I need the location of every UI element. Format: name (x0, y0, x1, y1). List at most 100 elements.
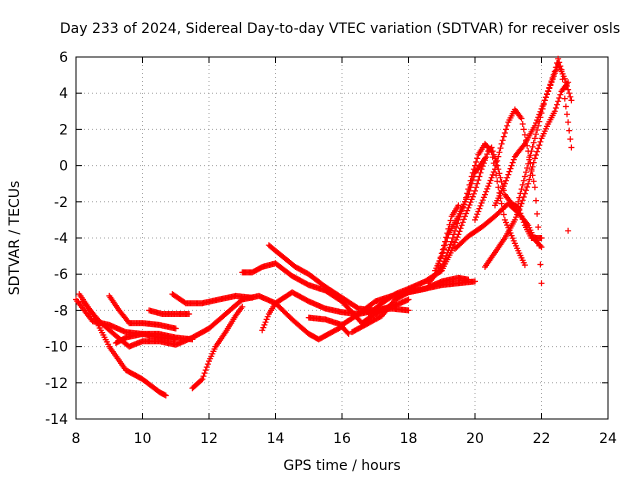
data-point (562, 103, 569, 110)
series-track-4 (106, 292, 179, 332)
data-point (444, 230, 451, 237)
data-point (462, 213, 468, 220)
data-point (465, 191, 472, 198)
data-point (479, 197, 486, 204)
x-tick-label: 8 (72, 431, 81, 447)
data-point (537, 114, 544, 121)
data-point (552, 105, 559, 111)
data-point (467, 199, 474, 206)
data-point (518, 186, 525, 193)
data-point (446, 244, 453, 251)
data-point (538, 280, 545, 287)
data-point (459, 219, 466, 226)
data-point (457, 225, 464, 232)
y-tick-label: -14 (45, 412, 68, 428)
data-point (202, 367, 209, 374)
data-point (172, 336, 179, 343)
data-point (503, 126, 509, 133)
series-track-18 (452, 200, 545, 252)
data-point (484, 185, 491, 192)
data-point (515, 198, 522, 205)
data-point (474, 180, 481, 187)
data-point (568, 97, 575, 104)
data-point (501, 130, 508, 136)
data-point (525, 180, 532, 187)
data-point (448, 238, 455, 245)
chart-title: Day 233 of 2024, Sidereal Day-to-day VTE… (60, 21, 620, 37)
data-point (544, 91, 550, 98)
data-point (539, 105, 546, 112)
series-track-7 (189, 303, 246, 392)
data-point (499, 137, 506, 144)
data-point (463, 210, 470, 217)
data-point (469, 177, 476, 184)
data-point (504, 174, 511, 181)
data-point (546, 85, 553, 92)
data-point (521, 173, 528, 180)
data-point (198, 377, 205, 384)
data-point (497, 174, 504, 181)
data-point (485, 183, 492, 190)
series-track-23 (565, 227, 572, 234)
data-point (447, 217, 454, 224)
data-point (470, 173, 477, 180)
data-point (473, 159, 480, 165)
data-point (534, 127, 541, 133)
data-point (535, 122, 542, 129)
data-point (472, 162, 478, 169)
data-point (503, 177, 509, 184)
data-point (500, 211, 507, 218)
data-point (455, 202, 462, 209)
data-point (523, 187, 529, 194)
data-point (452, 239, 458, 246)
data-point (565, 86, 572, 93)
data-point (552, 67, 559, 74)
data-point (494, 178, 501, 185)
data-point (474, 155, 481, 162)
data-point (530, 178, 537, 185)
data-point (437, 254, 444, 261)
data-point (460, 216, 467, 223)
data-point (555, 55, 562, 62)
data-point (472, 187, 478, 194)
data-point (549, 76, 556, 83)
data-point (446, 221, 453, 228)
data-point (533, 197, 539, 204)
y-tick-label: 2 (59, 122, 68, 138)
series-track-8 (169, 291, 256, 307)
data-point (490, 169, 497, 175)
data-point (473, 214, 480, 221)
data-point (189, 336, 196, 343)
data-point (535, 224, 542, 231)
data-point (262, 319, 269, 326)
data-point (500, 133, 507, 140)
data-point (493, 162, 500, 168)
data-point (534, 210, 541, 217)
data-point (496, 170, 503, 177)
data-point (239, 303, 246, 310)
data-point (436, 258, 443, 265)
data-point (474, 211, 481, 218)
data-point (514, 211, 521, 218)
data-point (518, 115, 525, 122)
data-point (542, 94, 549, 101)
data-point (475, 208, 482, 215)
data-point (520, 177, 527, 184)
data-point (489, 171, 496, 178)
data-point (516, 206, 523, 212)
data-point (564, 83, 570, 89)
series-track-6 (146, 307, 193, 317)
data-point (468, 196, 475, 203)
data-point (469, 193, 476, 200)
data-point (264, 313, 271, 320)
x-tick-label: 18 (400, 431, 418, 447)
y-tick-label: 6 (59, 50, 68, 66)
data-point (464, 207, 471, 214)
data-point (488, 174, 495, 181)
data-point (519, 121, 526, 127)
data-point (510, 156, 517, 163)
data-point (567, 93, 574, 100)
data-point (535, 145, 542, 152)
data-point (528, 148, 535, 155)
data-point (567, 136, 574, 143)
